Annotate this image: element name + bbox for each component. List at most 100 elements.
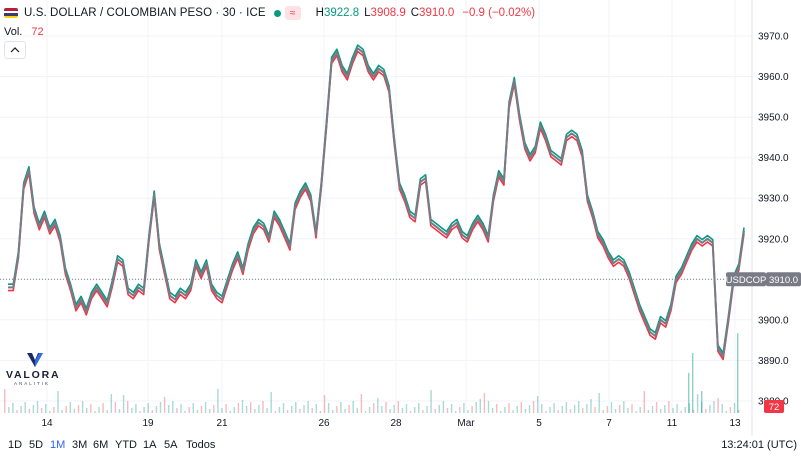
volume-bar: [598, 393, 600, 413]
volume-value: 72: [31, 26, 44, 38]
volume-bar: [286, 410, 289, 413]
volume-bar: [86, 408, 88, 413]
volume-bar: [24, 402, 26, 413]
volume-bar: [532, 401, 535, 413]
last-price-badge-label: 3910.0: [769, 275, 798, 286]
volume-bar: [725, 411, 727, 413]
volume-bar: [241, 400, 244, 413]
range-button-5a[interactable]: 5A: [164, 439, 178, 451]
x-tick-label: 11: [667, 418, 678, 429]
volume-bar: [582, 408, 584, 413]
volume-bar: [65, 406, 67, 413]
volume-bar: [81, 401, 84, 413]
range-button-6m[interactable]: 6M: [93, 439, 109, 451]
volume-bar: [701, 391, 703, 413]
logo-name: VALORA: [6, 369, 61, 381]
x-tick-label: 21: [216, 418, 228, 429]
equivalence-icon[interactable]: ≈: [284, 6, 301, 20]
volume-bar: [254, 409, 256, 413]
volume-bar: [381, 406, 383, 413]
volume-bar: [524, 409, 527, 413]
x-tick-label: 28: [390, 418, 402, 429]
price-badges: USDCOP 3910.0 72: [726, 272, 801, 413]
volume-bar: [348, 405, 350, 413]
volume-bar: [262, 401, 264, 413]
volume-bar: [418, 403, 420, 413]
volume-bar: [635, 411, 637, 413]
volume-bar: [311, 408, 313, 413]
price-series: [0, 44, 752, 361]
volume-bar: [356, 408, 358, 413]
volume-bar: [188, 407, 190, 413]
volume-bar: [53, 407, 55, 413]
volume-bar: [688, 403, 691, 413]
volume-bar: [250, 402, 252, 413]
volume-bar: [549, 407, 551, 413]
collapse-legend-button[interactable]: [4, 41, 26, 59]
range-button-ytd[interactable]: YTD: [115, 439, 137, 451]
volume-bar: [664, 405, 666, 413]
volume-bar: [537, 396, 539, 413]
volume-bar: [668, 401, 670, 413]
volume-bar: [295, 402, 297, 413]
volume-bar: [237, 403, 240, 413]
range-button-3m[interactable]: 3M: [72, 439, 88, 451]
low-series-line: [8, 50, 745, 361]
volume-bar: [163, 397, 166, 413]
volume-bar: [385, 402, 387, 413]
volume-bar: [45, 404, 47, 413]
price-chart[interactable]: 3880.03890.03900.03910.03920.03930.03940…: [0, 0, 801, 436]
volume-bar: [291, 406, 293, 413]
volume-bar: [344, 409, 346, 413]
volume-bar: [737, 333, 739, 413]
range-button-5d[interactable]: 5D: [29, 439, 44, 451]
volume-bar: [487, 401, 490, 413]
y-tick-label: 3970.0: [758, 32, 789, 43]
market-status-icon: [273, 9, 281, 17]
range-button-1a[interactable]: 1A: [143, 439, 157, 451]
y-tick-label: 3920.0: [758, 234, 789, 245]
volume-bar: [500, 411, 502, 413]
volume-bar: [688, 373, 690, 413]
low-value: 3908.9: [370, 7, 406, 19]
volume-bar: [4, 389, 6, 413]
volume-bar: [442, 401, 445, 413]
volume-bar: [233, 407, 235, 413]
legend-bar: U.S. DOLLAR / COLOMBIAN PESO · 30 · ICE …: [0, 0, 760, 26]
volume-bar: [586, 404, 588, 413]
volume-bar: [122, 395, 125, 413]
volume-bar: [623, 401, 625, 413]
range-button-1d[interactable]: 1D: [8, 439, 23, 451]
range-button-1m[interactable]: 1M: [50, 439, 66, 451]
volume-bar: [496, 404, 498, 413]
x-tick-label: Mar: [457, 418, 475, 429]
volume-bar: [90, 404, 92, 413]
low-label: L: [364, 7, 371, 19]
change-value: −0.9 (−0.02%): [462, 7, 536, 19]
volume-bar: [578, 401, 580, 413]
volume-bar: [655, 402, 658, 413]
volume-bar: [508, 403, 510, 413]
symbol-title[interactable]: U.S. DOLLAR / COLOMBIAN PESO · 30 · ICE: [24, 7, 266, 19]
volume-bar: [602, 410, 604, 413]
close-series-line: [8, 47, 745, 358]
clock-display[interactable]: 13:24:01 (UTC): [721, 439, 797, 451]
volume-bar: [471, 406, 473, 413]
volume-bar: [168, 405, 170, 413]
volume-bar: [200, 406, 203, 413]
volume-bar: [77, 405, 80, 413]
x-tick-label: 26: [318, 418, 330, 429]
close-label: C: [410, 7, 420, 19]
y-tick-label: 3930.0: [758, 194, 789, 205]
volume-bar: [245, 406, 248, 413]
volume-bar: [172, 401, 174, 413]
volume-bar: [676, 404, 678, 413]
volume-bar: [705, 409, 707, 413]
volume-bar: [49, 411, 51, 413]
volume-bar: [389, 409, 391, 413]
range-button-todos[interactable]: Todos: [186, 439, 216, 451]
volume-bar: [180, 404, 182, 413]
volume-bar: [151, 410, 153, 413]
volume-bar: [520, 402, 522, 413]
currency-flag-icon: [4, 8, 18, 18]
